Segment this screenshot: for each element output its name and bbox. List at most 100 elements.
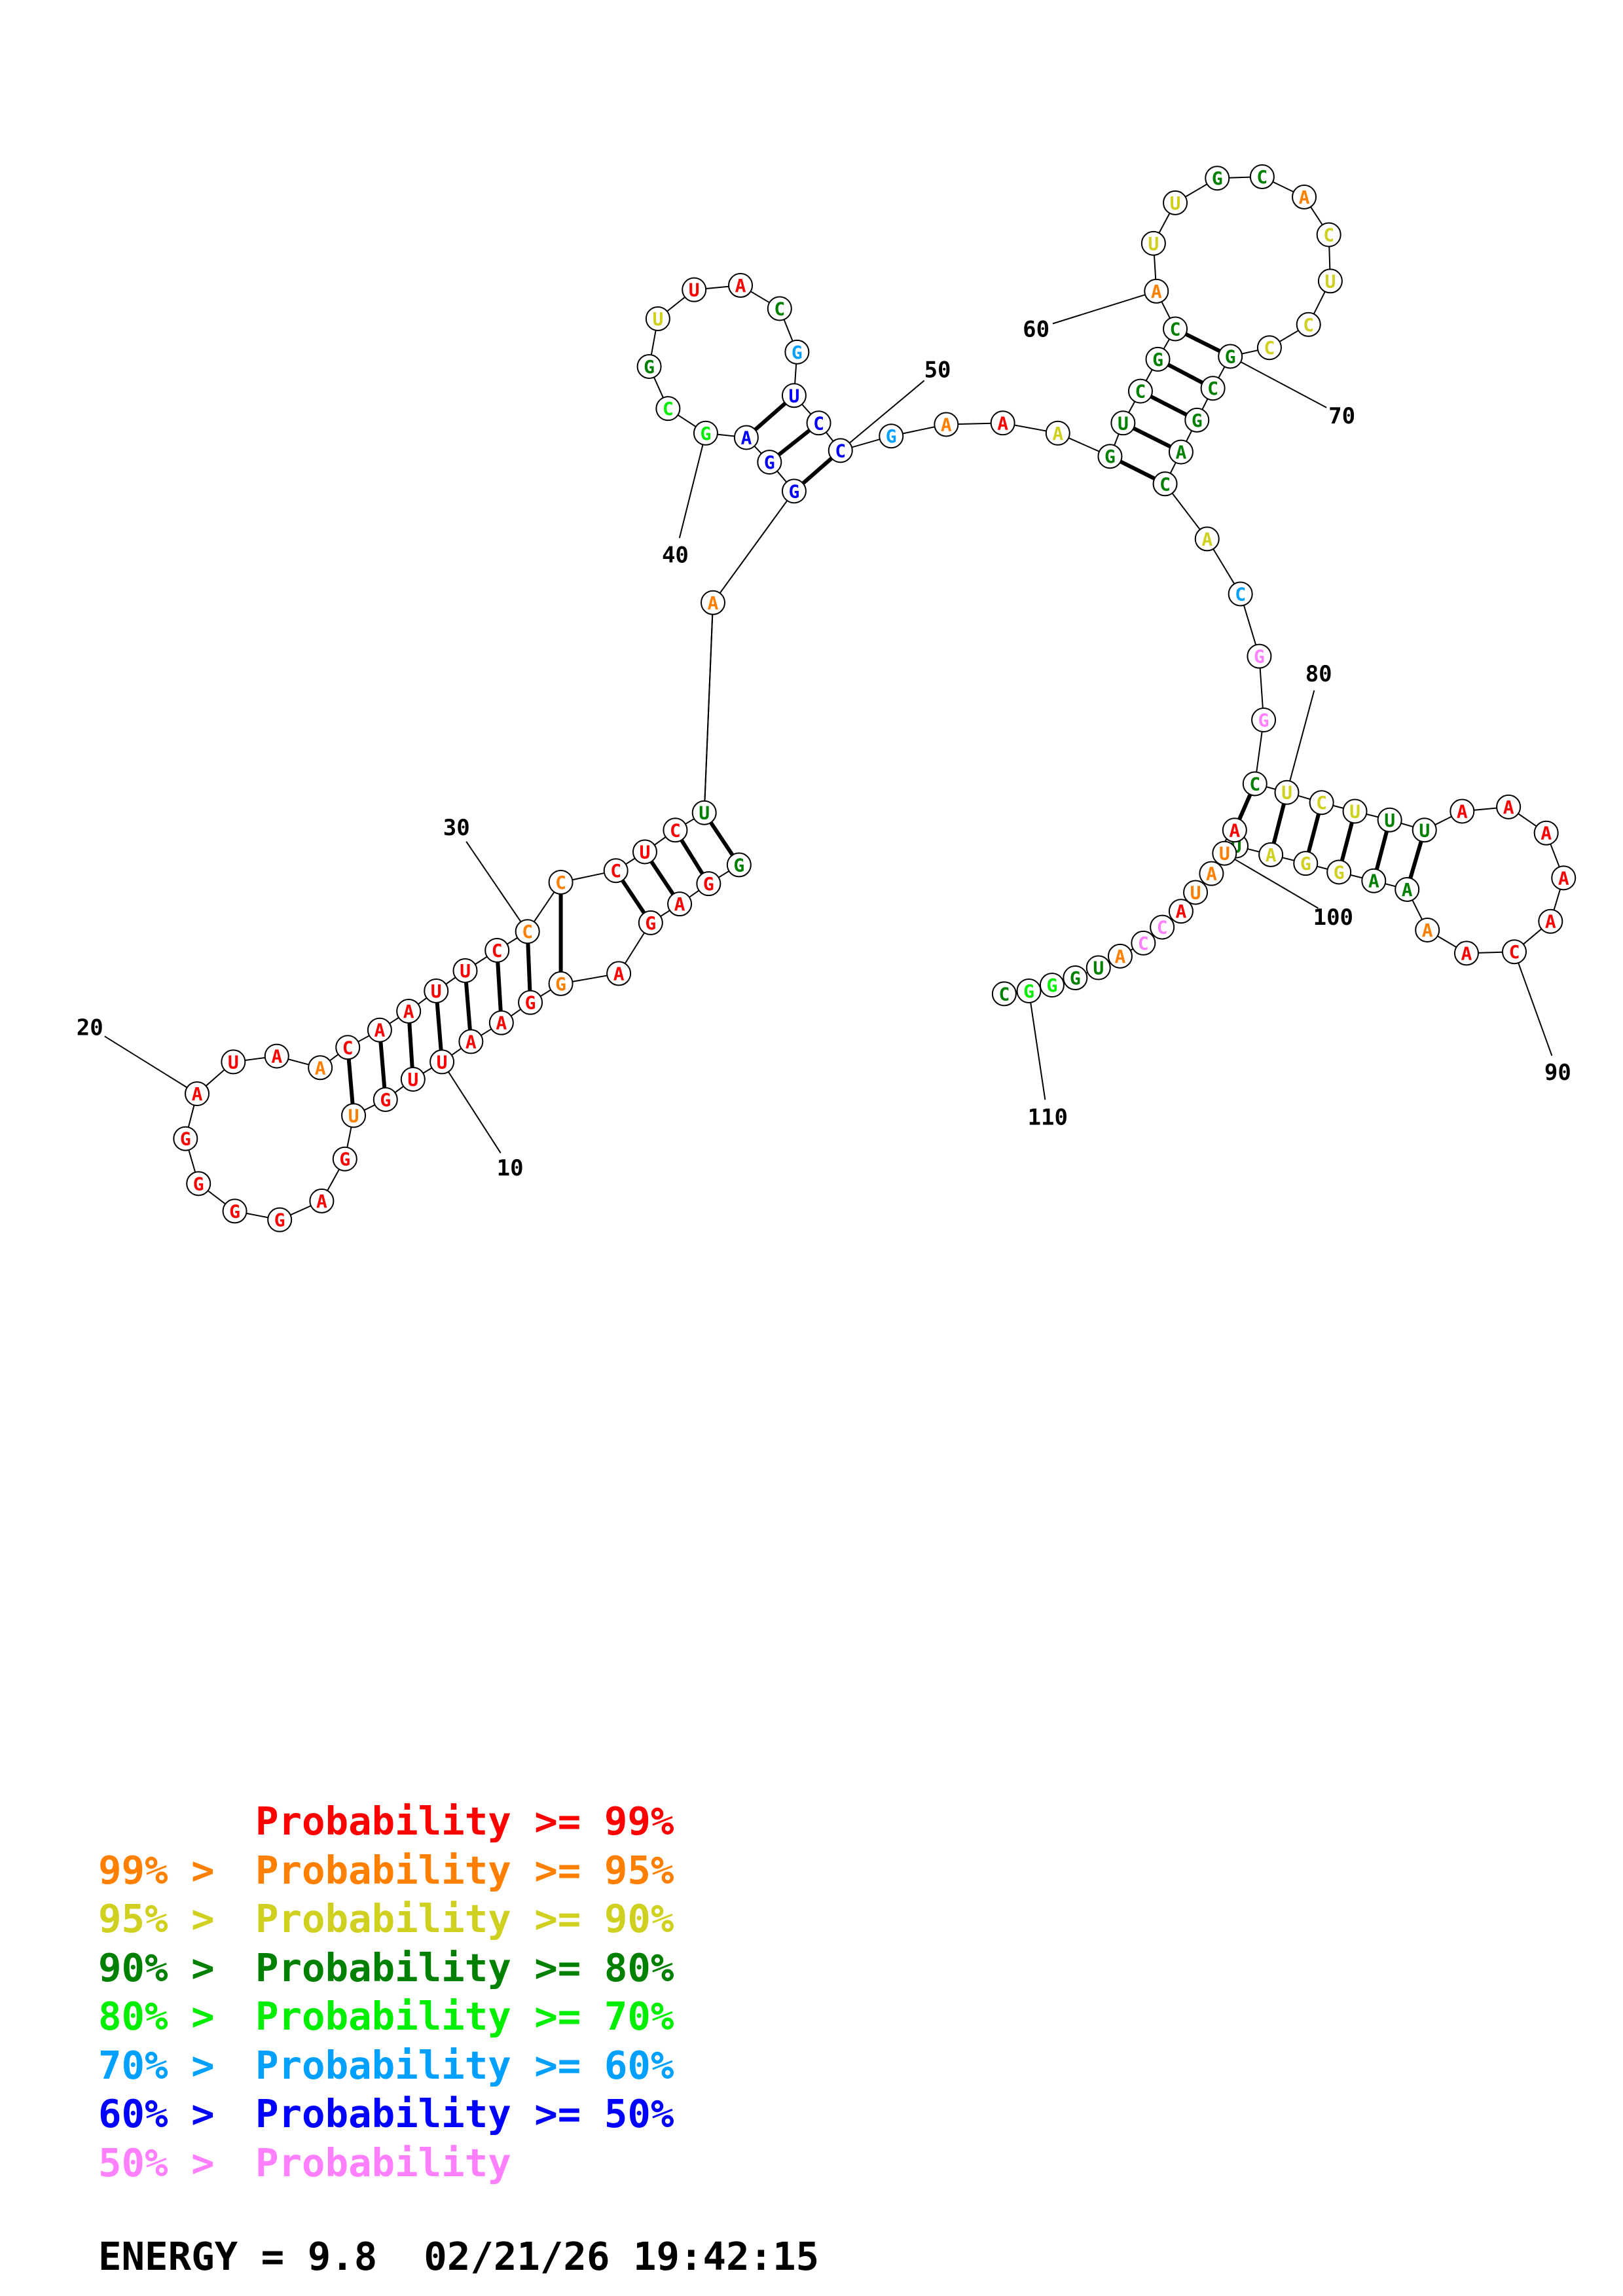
legend-text: Probability >= 50%: [255, 2091, 674, 2136]
nucleotide: A: [1144, 278, 1169, 304]
legend-text: Probability >= 95%: [255, 1847, 674, 1893]
nucleotide-letter: G: [274, 1210, 285, 1231]
nucleotide-letter: A: [1175, 901, 1186, 922]
nucleotide: U: [424, 978, 449, 1003]
nucleotide: C: [548, 869, 574, 895]
legend-prefix: 60% >: [98, 2091, 215, 2136]
nucleotide: A: [1450, 798, 1475, 824]
nucleotide: C: [1163, 316, 1188, 342]
nucleotide: C: [515, 919, 540, 944]
nucleotide-letter: C: [492, 940, 503, 961]
position-label: 20: [77, 1014, 103, 1041]
nucleotide-letter: A: [1402, 879, 1413, 901]
nucleotide-letter: A: [1266, 844, 1277, 866]
legend-text: Probability: [255, 2140, 511, 2185]
nucleotide: C: [1150, 914, 1175, 940]
nucleotide-letter: C: [555, 872, 566, 893]
nucleotide-letter: A: [1175, 442, 1186, 463]
nucleotide-letter: A: [1115, 946, 1126, 967]
nucleotide: C: [767, 296, 792, 321]
nucleotide-letter: A: [997, 412, 1008, 434]
nucleotide-letter: G: [525, 992, 536, 1014]
nucleotide-letter: A: [674, 893, 685, 915]
nucleotide: U: [1317, 268, 1343, 294]
nucleotide-letter: G: [789, 480, 800, 502]
nucleotide-letter: C: [1138, 933, 1149, 954]
legend-prefix: 50% >: [98, 2140, 215, 2185]
nucleotide-letter: C: [813, 412, 824, 434]
nucleotide-letter: A: [1151, 281, 1162, 302]
nucleotide-letter: G: [733, 854, 744, 876]
nucleotide-letter: U: [689, 279, 700, 301]
legend-row: 90% > Probability >= 80%: [0, 1943, 1623, 1992]
nucleotide: U: [645, 306, 670, 331]
nucleotide: G: [1293, 851, 1319, 876]
nucleotide: A: [488, 1010, 514, 1035]
nucleotide: C: [1249, 164, 1275, 190]
nucleotide-letter: A: [1299, 187, 1310, 208]
nucleotide-letter: C: [998, 983, 1010, 1005]
nucleotide-letter: C: [1170, 318, 1181, 340]
nucleotide: C: [1200, 376, 1226, 401]
nucleotide: U: [1342, 798, 1368, 824]
nucleotide: A: [1168, 439, 1194, 465]
legend-text: Probability >= 99%: [255, 1799, 674, 1844]
position-tick-line: [1286, 690, 1315, 793]
nucleotide: U: [691, 800, 717, 825]
nucleotide-letter: A: [613, 963, 625, 984]
position-tick-line: [1028, 990, 1046, 1100]
nucleotide-letter: G: [764, 452, 775, 473]
nucleotide: A: [1538, 908, 1563, 934]
nucleotide-letter: A: [941, 414, 952, 436]
nucleotide: U: [682, 277, 707, 302]
nucleotide: A: [367, 1017, 392, 1043]
nucleotide-letter: G: [1070, 967, 1081, 989]
nucleotide-letter: G: [1023, 980, 1034, 1002]
nucleotide-letter: G: [339, 1149, 350, 1170]
nucleotide: A: [1292, 185, 1317, 210]
nucleotide-letter: U: [228, 1051, 239, 1073]
nucleotide: G: [1247, 643, 1272, 669]
nucleotide-letter: G: [1192, 410, 1203, 431]
nucleotide-letter: C: [1159, 473, 1171, 495]
nucleotide: C: [806, 410, 831, 436]
nucleotide: A: [264, 1043, 289, 1069]
nucleotide-letter: C: [1249, 773, 1260, 795]
position-label: 90: [1544, 1060, 1571, 1086]
nucleotide-letter: U: [640, 841, 651, 863]
nucleotide-letter: C: [774, 298, 785, 319]
legend-prefix: 90% >: [98, 1945, 215, 1990]
nucleotide: C: [1296, 312, 1321, 337]
nucleotide-letter: C: [610, 860, 621, 882]
nucleotide-letter: U: [1281, 782, 1292, 804]
nucleotide: A: [728, 273, 754, 298]
nucleotide-letter: A: [465, 1031, 477, 1052]
legend-row: 70% > Probability >= 60%: [0, 2041, 1623, 2090]
nucleotide: C: [1131, 930, 1156, 956]
nucleotide: G: [693, 420, 718, 446]
nucleotide: G: [1097, 444, 1123, 469]
nucleotide: A: [667, 891, 693, 917]
nucleotide: U: [632, 839, 657, 865]
nucleotide: G: [696, 871, 721, 897]
nucleotide-letter: A: [316, 1191, 327, 1212]
nucleotide-letter: U: [1093, 958, 1104, 979]
nucleotide-letter: C: [1235, 583, 1246, 605]
nucleotide: U: [1110, 410, 1136, 436]
nucleotide-letter: U: [1349, 801, 1360, 823]
nucleotide: G: [1016, 978, 1042, 1003]
nucleotide-letter: G: [1254, 646, 1265, 668]
nucleotide: A: [1199, 861, 1224, 886]
nucleotide: G: [173, 1126, 198, 1151]
nucleotide-letter: C: [1256, 166, 1267, 188]
nucleotide-letter: U: [789, 385, 800, 406]
nucleotide: A: [1222, 817, 1247, 843]
nucleotide: A: [185, 1081, 210, 1107]
legend-text: Probability >= 70%: [255, 1994, 674, 2039]
position-label: 70: [1328, 403, 1355, 429]
nucleotide-letter: G: [1300, 853, 1311, 874]
nucleotide-letter: G: [229, 1200, 240, 1222]
nucleotide: C: [1501, 939, 1527, 965]
nucleotide-letter: A: [735, 275, 746, 296]
nucleotide: A: [1194, 526, 1220, 552]
